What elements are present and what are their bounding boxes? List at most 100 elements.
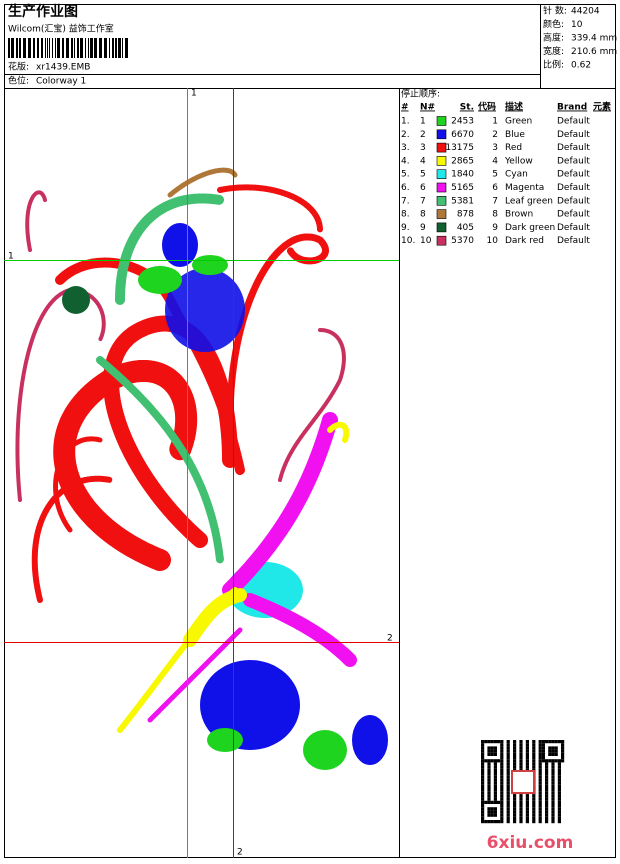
color-swatch xyxy=(436,235,447,246)
color-swatch xyxy=(436,209,447,219)
info-box: 针 数: 44204 颜色: 10 高度: 339.4 mm 宽度: 210.6 mm 比例: 0… xyxy=(543,5,617,71)
qr-module xyxy=(557,800,561,804)
leaf xyxy=(192,255,228,275)
qr-module xyxy=(551,804,555,808)
qr-module xyxy=(561,746,565,750)
qr-module xyxy=(481,765,485,769)
row-index: 6. xyxy=(401,183,410,193)
row-stitches: 13175 xyxy=(445,143,474,153)
row-stitches: 6670 xyxy=(451,130,474,140)
qr-module xyxy=(519,800,523,804)
qr-module xyxy=(481,797,485,801)
qr-module xyxy=(545,804,549,808)
qr-module xyxy=(487,768,491,772)
qr-module xyxy=(551,810,555,814)
qr-module xyxy=(500,762,504,766)
qr-module xyxy=(519,749,523,753)
row-number: 10 xyxy=(420,236,432,246)
bar xyxy=(122,38,123,58)
qr-module xyxy=(525,752,529,756)
qr-module xyxy=(551,746,555,750)
qr-module xyxy=(545,781,549,785)
qr-module xyxy=(481,740,485,744)
column-header: N# xyxy=(420,103,435,113)
qr-module xyxy=(561,752,565,756)
barcode xyxy=(8,38,128,58)
qr-module xyxy=(513,816,517,820)
qr-module xyxy=(538,756,542,760)
qr-module xyxy=(551,752,555,756)
qr-module xyxy=(493,797,497,801)
qr-module xyxy=(545,820,549,824)
qr-module xyxy=(551,816,555,820)
qr-module xyxy=(538,740,542,744)
qr-module xyxy=(551,788,555,792)
row-code: 7 xyxy=(492,196,498,206)
qr-module xyxy=(551,820,555,824)
qr-module xyxy=(487,784,491,788)
qr-module xyxy=(532,810,536,814)
tail xyxy=(53,436,103,533)
qr-module xyxy=(493,788,497,792)
qr-module xyxy=(545,797,549,801)
qr-module xyxy=(506,772,510,776)
row-stitches: 5381 xyxy=(451,196,474,206)
crest xyxy=(327,421,350,443)
qr-module xyxy=(487,775,491,779)
qr-module xyxy=(487,810,491,814)
bar xyxy=(33,38,35,58)
qr-module xyxy=(513,740,517,744)
qr-module xyxy=(493,807,497,811)
leaf xyxy=(138,266,182,294)
qr-module xyxy=(481,756,485,760)
row-description: Yellow xyxy=(504,156,533,166)
qr-module xyxy=(484,740,488,744)
qr-module xyxy=(506,756,510,760)
row-brand: Default xyxy=(557,210,590,220)
qr-module xyxy=(551,800,555,804)
qr-module xyxy=(493,800,497,804)
qr-module xyxy=(557,765,561,769)
bar xyxy=(8,38,10,58)
qr-module xyxy=(519,810,523,814)
qr-module xyxy=(557,784,561,788)
qr-module xyxy=(481,746,485,750)
qr-module xyxy=(538,746,542,750)
column-header: 描述 xyxy=(505,101,523,113)
qr-module xyxy=(493,820,497,824)
row-stitches: 878 xyxy=(457,210,474,220)
colorway-label: 色位: xyxy=(8,75,29,87)
qr-module xyxy=(484,759,488,763)
qr-module xyxy=(519,740,523,744)
qr-module xyxy=(506,749,510,753)
qr-module xyxy=(481,791,485,795)
qr-module xyxy=(519,807,523,811)
qr-module xyxy=(487,781,491,785)
tail xyxy=(31,475,113,603)
qr-module xyxy=(506,810,510,814)
qr-module xyxy=(506,768,510,772)
qr-module xyxy=(538,788,542,792)
qr-module xyxy=(481,775,485,779)
qr-module xyxy=(561,756,565,760)
qr-module xyxy=(541,756,545,760)
bar xyxy=(99,38,102,58)
qr-module xyxy=(500,740,504,744)
qr-module xyxy=(554,749,558,753)
leaf xyxy=(303,730,347,770)
qr-module xyxy=(538,800,542,804)
qr-module xyxy=(500,765,504,769)
qr-module xyxy=(525,749,529,753)
qr-module xyxy=(500,746,504,750)
color-swatch xyxy=(436,156,447,166)
qr-module xyxy=(525,816,529,820)
color-swatch xyxy=(436,222,447,233)
qr-module xyxy=(538,794,542,798)
qr-module xyxy=(545,759,549,763)
info-value: 10 xyxy=(571,20,583,30)
qr-module xyxy=(506,788,510,792)
guide-label: 1 xyxy=(8,252,14,262)
qr-module xyxy=(538,749,542,753)
qr-module xyxy=(532,759,536,763)
qr-module xyxy=(481,804,485,808)
